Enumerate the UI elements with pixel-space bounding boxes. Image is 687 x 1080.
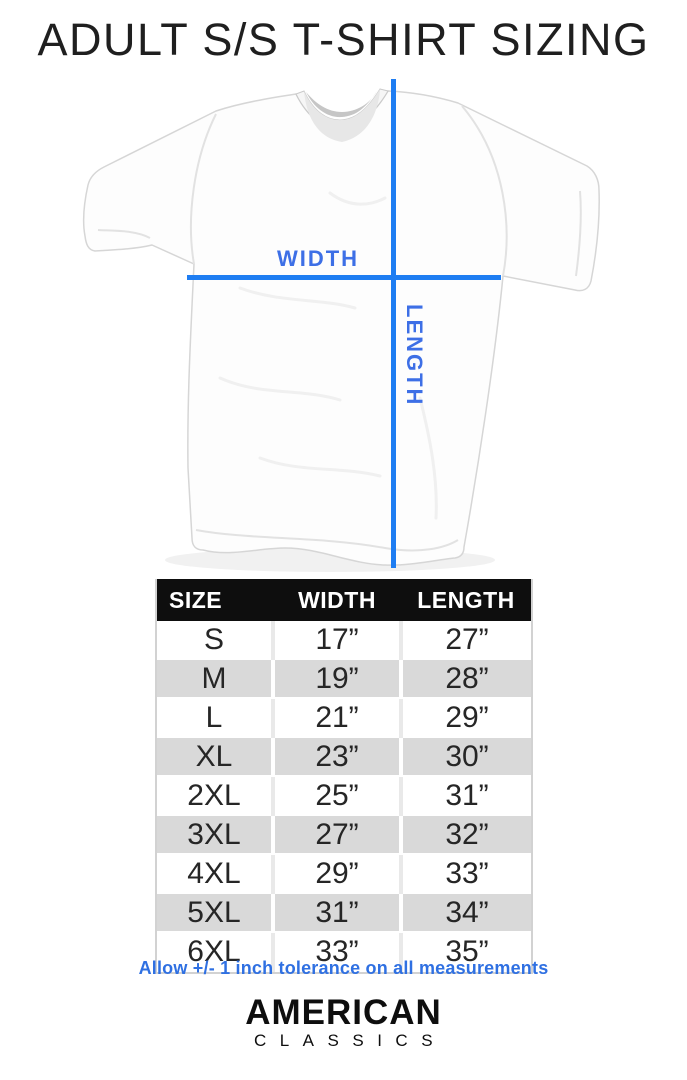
length-label: LENGTH: [402, 304, 427, 407]
size-cell: M: [157, 659, 273, 699]
table-row: 6XL 33” 35”: [157, 932, 531, 972]
table-row: L 21” 29”: [157, 698, 531, 738]
column-header-width: WIDTH: [273, 579, 401, 621]
table-row: XL 23” 30”: [157, 737, 531, 777]
length-cell: 31”: [399, 776, 531, 816]
tshirt-silhouette: [82, 90, 600, 566]
length-line: [391, 79, 396, 568]
brand-subname: CLASSICS: [253, 1031, 447, 1050]
width-cell: 31”: [271, 893, 401, 933]
width-cell: 29”: [271, 854, 401, 894]
size-cell: 2XL: [157, 776, 273, 816]
table-row: S 17” 27”: [157, 621, 531, 660]
width-line: [187, 275, 501, 280]
size-chart: SIZE WIDTH LENGTH S 17” 27” M 19” 28” L: [155, 579, 533, 974]
length-cell: 34”: [399, 893, 531, 933]
page-title: ADULT S/S T-SHIRT SIZING: [37, 14, 650, 65]
width-cell: 25”: [271, 776, 401, 816]
brand-name: AMERICAN: [245, 993, 442, 1032]
size-cell: 4XL: [157, 854, 273, 894]
length-cell: 33”: [399, 854, 531, 894]
width-label: WIDTH: [276, 246, 360, 271]
table-row: 3XL 27” 32”: [157, 815, 531, 855]
size-cell: S: [157, 621, 273, 660]
size-cell: 6XL: [157, 932, 273, 972]
size-chart-table: SIZE WIDTH LENGTH S 17” 27” M 19” 28” L: [157, 579, 531, 972]
length-cell: 28”: [399, 659, 531, 699]
width-cell: 17”: [271, 621, 401, 660]
width-cell: 23”: [271, 737, 401, 777]
size-cell: 5XL: [157, 893, 273, 933]
width-cell: 27”: [271, 815, 401, 855]
size-cell: L: [157, 698, 273, 738]
length-cell: 32”: [399, 815, 531, 855]
table-row: 2XL 25” 31”: [157, 776, 531, 816]
width-cell: 19”: [271, 659, 401, 699]
length-cell: 35”: [399, 932, 531, 972]
column-header-length: LENGTH: [401, 579, 531, 621]
width-cell: 21”: [271, 698, 401, 738]
table-row: M 19” 28”: [157, 659, 531, 699]
size-cell: XL: [157, 737, 273, 777]
length-cell: 27”: [399, 621, 531, 660]
tolerance-note: Allow +/- 1 inch tolerance on all measur…: [138, 958, 549, 978]
table-row: 5XL 31” 34”: [157, 893, 531, 933]
size-cell: 3XL: [157, 815, 273, 855]
table-row: 4XL 29” 33”: [157, 854, 531, 894]
column-header-size: SIZE: [157, 579, 273, 621]
width-cell: 33”: [271, 932, 401, 972]
table-header-row: SIZE WIDTH LENGTH: [157, 579, 531, 621]
brand-logo: AMERICAN CLASSICS: [0, 995, 687, 1049]
length-cell: 30”: [399, 737, 531, 777]
tshirt-image: [82, 88, 600, 572]
length-cell: 29”: [399, 698, 531, 738]
